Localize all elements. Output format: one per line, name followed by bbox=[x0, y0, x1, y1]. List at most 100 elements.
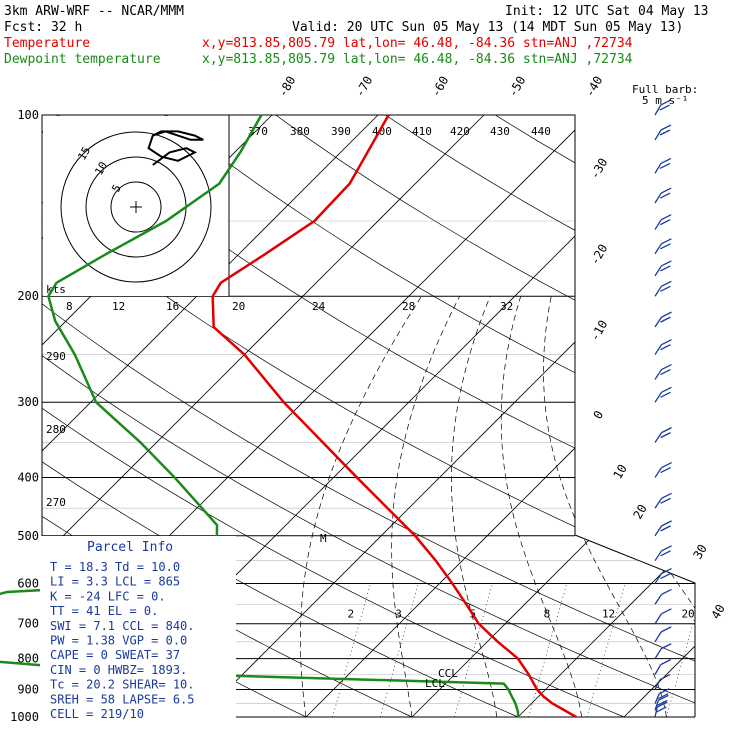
moist-adiabat bbox=[391, 296, 460, 717]
wind-barb-flag bbox=[660, 187, 672, 194]
isotherm-label: -50 bbox=[505, 74, 528, 100]
wind-barb-staff bbox=[654, 525, 663, 537]
wind-barb-flag bbox=[659, 129, 671, 136]
wind-barb-flag bbox=[661, 492, 672, 499]
pressure-label: 600 bbox=[17, 576, 39, 590]
hodograph-speed-label: 32 bbox=[500, 300, 513, 313]
wind-barb-flag bbox=[657, 699, 668, 707]
isotherm-label: -80 bbox=[275, 74, 298, 100]
parcel-info-row: T = 18.3 Td = 10.0 bbox=[50, 560, 180, 574]
isotherm-label: -40 bbox=[582, 74, 605, 100]
pressure-label: 200 bbox=[17, 289, 39, 303]
wind-barb-flag bbox=[660, 643, 672, 650]
mixing-mark-label: M bbox=[320, 532, 327, 545]
barb-legend-units: 5 m s⁻¹ bbox=[642, 94, 688, 107]
dry-adiabat-label: 290 bbox=[46, 350, 66, 363]
parcel-info-row: Tc = 20.2 SHEAR= 10. bbox=[50, 678, 195, 692]
wind-barb-staff bbox=[654, 594, 663, 605]
wind-barb-staff bbox=[654, 573, 663, 584]
wind-barbs bbox=[654, 99, 672, 718]
wind-barb-staff bbox=[654, 129, 662, 141]
wind-barb-flag bbox=[660, 124, 672, 131]
hodograph-ring-label: 10 bbox=[92, 160, 110, 178]
wind-barb-flag bbox=[660, 572, 671, 580]
temperature-profile bbox=[211, 114, 577, 719]
dry-adiabat bbox=[385, 115, 695, 717]
wind-barb-staff bbox=[654, 285, 662, 297]
dewpoint-label: Dewpoint temperature bbox=[4, 52, 161, 67]
theta-label: 390 bbox=[331, 125, 351, 138]
hodograph-speed-label: 12 bbox=[112, 300, 125, 313]
wind-barb-flag bbox=[661, 363, 672, 371]
temperature-location: x,y=813.85,805.79 lat,lon= 46.48, -84.36… bbox=[202, 36, 633, 51]
theta-label: 380 bbox=[290, 125, 310, 138]
mixing-ratio-line bbox=[332, 583, 371, 717]
dry-adiabat bbox=[42, 115, 625, 717]
isotherm bbox=[42, 115, 379, 717]
dry-adiabat bbox=[165, 115, 695, 717]
dry-adiabat bbox=[494, 115, 695, 717]
wind-barb-flag bbox=[655, 706, 667, 713]
wind-barb-flag bbox=[661, 260, 672, 267]
wind-barb-flag bbox=[661, 311, 672, 318]
pressure-label: 100 bbox=[17, 108, 39, 122]
wind-barb-flag bbox=[659, 219, 671, 226]
dry-adiabat bbox=[55, 115, 695, 717]
pressure-label: 500 bbox=[17, 529, 39, 543]
theta-label: 440 bbox=[531, 125, 551, 138]
isotherm bbox=[730, 115, 740, 717]
wind-barb-flag bbox=[660, 368, 671, 376]
forecast-hour: Fcst: 32 h bbox=[4, 20, 82, 35]
wind-barb-flag bbox=[659, 673, 671, 681]
lcl-label: LCL bbox=[425, 677, 445, 690]
hodograph-speed-label: 16 bbox=[166, 300, 179, 313]
wind-barb-staff bbox=[654, 648, 662, 660]
wind-barb-staff bbox=[654, 700, 659, 711]
theta-label: 410 bbox=[412, 125, 432, 138]
wind-barb-flag bbox=[660, 391, 671, 398]
wind-barb-staff bbox=[654, 432, 663, 443]
wind-barb-staff bbox=[654, 664, 662, 675]
dry-adiabat-label: 280 bbox=[46, 423, 66, 436]
wind-barb-flag bbox=[660, 265, 671, 272]
parcel-info-row: CIN = 0 HWBZ= 1893. bbox=[50, 663, 187, 677]
wind-barb-flag bbox=[660, 550, 671, 557]
isotherm bbox=[623, 115, 695, 717]
isotherm-label: 40 bbox=[708, 602, 727, 622]
isotherm-label: 0 bbox=[590, 408, 606, 421]
wind-barb-flag bbox=[661, 588, 672, 596]
parcel-info-row: LI = 3.3 LCL = 865 bbox=[50, 575, 180, 589]
dewpoint-location: x,y=813.85,805.79 lat,lon= 46.48, -84.36… bbox=[202, 52, 633, 67]
pressure-label: 800 bbox=[17, 652, 39, 666]
wind-barb-staff bbox=[654, 631, 662, 643]
wind-barb-staff bbox=[654, 219, 662, 230]
wind-barb-staff bbox=[654, 391, 663, 403]
mixing-ratio-line bbox=[379, 583, 419, 717]
hodograph-speed-label: 8 bbox=[66, 300, 73, 313]
wind-barb-flag bbox=[658, 688, 670, 695]
barb-legend-title: Full barb: bbox=[632, 83, 698, 96]
wind-barb-flag bbox=[660, 214, 672, 221]
parcel-info-row: PW = 1.38 VGP = 0.0 bbox=[50, 634, 187, 648]
parcel-info-row: SREH = 58 LAPSE= 6.5 bbox=[50, 692, 195, 706]
isotherm bbox=[411, 115, 695, 717]
valid-time: Valid: 20 UTC Sun 05 May 13 (14 MDT Sun … bbox=[292, 20, 683, 35]
wind-barb-flag bbox=[660, 316, 671, 323]
dry-adiabat bbox=[42, 115, 695, 717]
wind-barb-flag bbox=[661, 461, 672, 469]
dry-adiabat bbox=[604, 115, 695, 717]
hodograph-ring bbox=[110, 181, 162, 233]
moist-adiabat bbox=[579, 296, 695, 717]
wind-barb-flag bbox=[660, 99, 672, 106]
moist-adiabat bbox=[300, 296, 422, 717]
theta-label: 430 bbox=[490, 125, 510, 138]
temperature-label: Temperature bbox=[4, 36, 90, 51]
wind-barb-flag bbox=[659, 192, 671, 199]
mixing-ratio-label: 12 bbox=[602, 608, 615, 621]
wind-barb-staff bbox=[654, 163, 662, 174]
moist-adiabat bbox=[451, 296, 498, 717]
parcel-info-row: CELL = 219/10 bbox=[50, 707, 144, 721]
wind-barb-flag bbox=[661, 608, 672, 615]
isotherm bbox=[42, 115, 485, 717]
